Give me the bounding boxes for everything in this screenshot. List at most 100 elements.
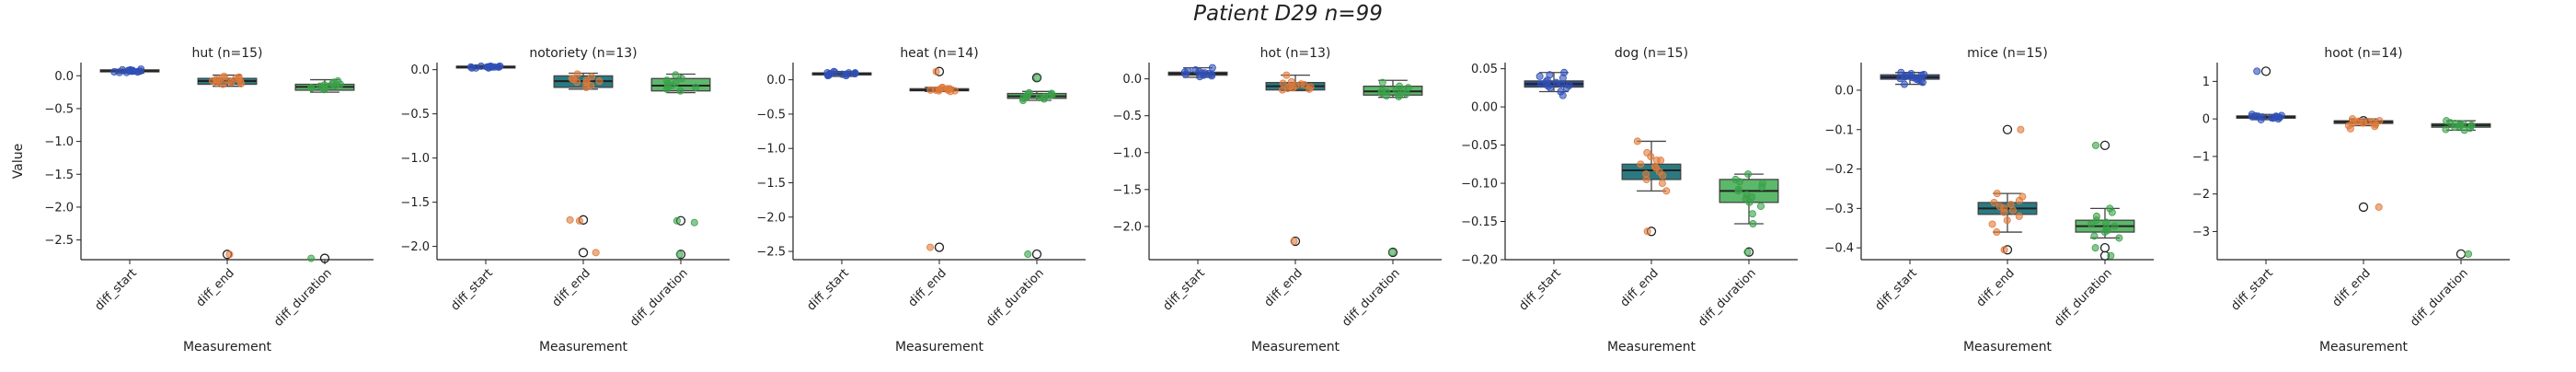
data-point — [2091, 244, 2099, 252]
data-point — [122, 68, 131, 76]
data-point — [307, 84, 316, 92]
x-tick-label: diff_end — [906, 266, 949, 309]
y-tick-label: −2.5 — [44, 234, 74, 248]
data-point — [213, 79, 221, 87]
panel-title: hoot (n=14) — [2324, 46, 2402, 61]
figure-title: Patient D29 n=99 — [1193, 2, 1383, 26]
y-tick-label: 0.0 — [54, 70, 74, 84]
x-tick-label: diff_start — [92, 266, 139, 313]
y-tick-label: −1.5 — [400, 196, 430, 210]
data-point — [1901, 73, 1909, 81]
data-point — [2349, 115, 2357, 123]
data-point — [137, 65, 145, 74]
data-point — [2090, 232, 2099, 240]
data-point — [1404, 84, 1412, 92]
data-point — [2108, 208, 2116, 216]
outlier-point — [2455, 249, 2467, 260]
y-tick-label: −0.3 — [1824, 203, 1854, 216]
data-point — [1558, 91, 1567, 99]
data-point — [1290, 237, 1298, 245]
data-point — [1208, 64, 1216, 72]
x-tick-label: diff_end — [1262, 266, 1305, 309]
data-point — [1907, 69, 1915, 77]
data-point — [851, 69, 859, 77]
data-point — [932, 67, 940, 76]
data-point — [2102, 218, 2110, 227]
outlier-point — [2260, 66, 2271, 76]
data-point — [1184, 66, 1192, 75]
x-tick-label: diff_start — [448, 266, 495, 313]
y-tick-label: 0.0 — [766, 74, 786, 87]
data-point — [1993, 228, 2001, 237]
y-tick-label: −0.05 — [1461, 139, 1498, 153]
data-point — [2015, 212, 2023, 220]
y-tick-label: −0.10 — [1461, 178, 1498, 192]
data-point — [2271, 112, 2280, 121]
x-tick-label: diff_duration — [2052, 266, 2115, 330]
data-point — [220, 72, 228, 80]
data-point — [1283, 85, 1292, 93]
data-point — [467, 64, 476, 72]
y-tick-label: −0.4 — [1824, 242, 1854, 256]
data-point — [1378, 78, 1386, 87]
y-tick-label: −2.0 — [44, 201, 74, 215]
data-point — [2008, 206, 2017, 215]
data-point — [1535, 72, 1544, 80]
data-point — [926, 243, 935, 251]
x-axis-label: Measurement — [1607, 340, 1696, 355]
data-point — [673, 216, 681, 225]
data-point — [1633, 137, 1641, 145]
data-point — [2092, 141, 2100, 149]
data-point — [1734, 185, 1742, 193]
outlier-point — [578, 248, 589, 258]
data-point — [2087, 220, 2096, 228]
data-point — [2456, 121, 2465, 129]
data-point — [1048, 91, 1056, 99]
y-tick-label: −3 — [2192, 226, 2210, 239]
data-point — [1749, 220, 1757, 228]
data-point — [225, 76, 234, 85]
data-point — [1988, 220, 1996, 228]
data-point — [1191, 66, 1200, 75]
data-point — [1033, 74, 1041, 82]
panel-title: mice (n=15) — [1967, 46, 2048, 61]
data-point — [1643, 227, 1651, 236]
data-point — [307, 254, 316, 262]
y-tick-label: −1.0 — [400, 152, 430, 166]
outlier-point — [1031, 73, 1042, 83]
data-point — [675, 250, 684, 259]
data-point — [1915, 76, 1923, 84]
data-point — [1282, 71, 1291, 79]
y-tick-label: −2.0 — [756, 211, 786, 225]
data-point — [1990, 198, 1998, 206]
data-point — [2015, 196, 2023, 204]
data-point — [575, 216, 583, 225]
data-point — [582, 83, 591, 91]
data-point — [1658, 180, 1666, 188]
x-axis-label: Measurement — [1251, 340, 1340, 355]
data-point — [2003, 216, 2011, 225]
x-tick-label: diff_end — [194, 266, 237, 309]
y-tick-label: 0.0 — [1122, 73, 1142, 87]
y-tick-label: 0.0 — [410, 64, 430, 77]
data-point — [1995, 203, 2004, 211]
panel-title: dog (n=15) — [1615, 46, 1688, 61]
y-tick-label: −0.5 — [44, 102, 74, 116]
data-point — [1395, 92, 1403, 100]
y-tick-label: −1.5 — [44, 169, 74, 182]
y-tick-label: 0.05 — [1471, 63, 1498, 76]
x-tick-label: diff_start — [1516, 266, 1563, 313]
x-tick-label: diff_start — [2228, 266, 2275, 313]
data-point — [592, 249, 600, 257]
y-tick-label: 0 — [2202, 113, 2210, 127]
data-point — [1637, 160, 1645, 169]
data-point — [1748, 192, 1756, 201]
data-point — [225, 250, 234, 259]
data-point — [129, 67, 137, 76]
x-tick-label: diff_end — [550, 266, 593, 309]
data-point — [842, 70, 850, 78]
x-axis-label: Measurement — [1963, 340, 2053, 355]
data-point — [1542, 77, 1550, 86]
y-tick-label: −1.5 — [1112, 183, 1142, 197]
y-tick-label: −0.5 — [756, 108, 786, 122]
